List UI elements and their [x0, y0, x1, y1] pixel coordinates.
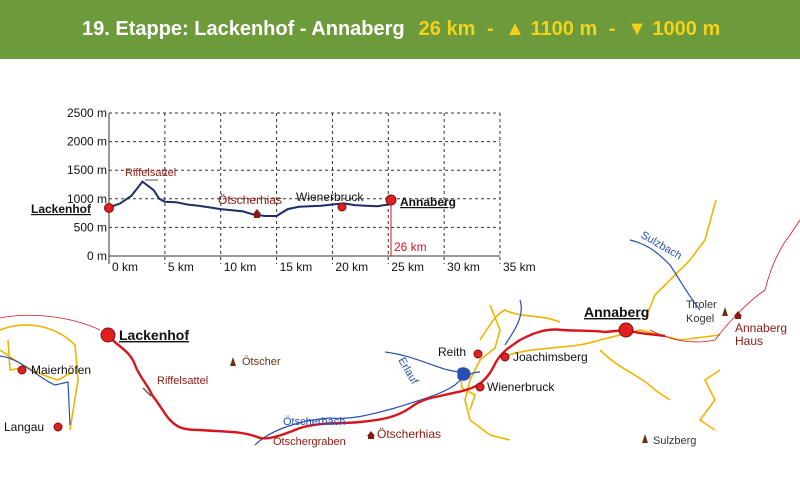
road: [479, 309, 561, 341]
separator: -: [608, 18, 616, 40]
label-riffelsattel: Riffelsattel: [157, 375, 208, 387]
label-lackenhof: Lackenhof: [119, 327, 189, 343]
label-tiroler-line1: Tiroler: [686, 299, 717, 311]
x-tick-label: 20 km: [335, 260, 368, 274]
x-tick-label: 25 km: [391, 260, 424, 274]
river-oetscherbach: [254, 371, 481, 446]
town-reith: [473, 349, 483, 359]
town-annaberg: [618, 322, 634, 338]
x-tick-label: 10 km: [224, 260, 257, 274]
profile-grid: [108, 112, 501, 264]
route-map: Lackenhof Annaberg Maierhöfen Langau Rei…: [0, 199, 800, 448]
hut-icon: [253, 209, 261, 218]
hut-icon: [367, 431, 375, 439]
hut-icon: [734, 311, 742, 319]
peak-icon: [230, 357, 236, 366]
profile-end-point: [385, 194, 397, 206]
label-oetscherbach: Ötscherbach: [283, 416, 345, 428]
hiking-route: [107, 328, 666, 440]
town-joachimsberg: [500, 352, 510, 362]
ascent-value: 1100 m: [530, 18, 598, 40]
road: [698, 369, 721, 431]
y-tick-label: 1500 m: [67, 163, 107, 177]
stage-stats: 26 km - ▲ 1100 m - ▼ 1000 m: [419, 18, 721, 41]
y-tick-label: 1000 m: [67, 192, 107, 206]
town-langau: [53, 422, 63, 432]
y-tick-label: 500 m: [74, 220, 107, 234]
y-tick-label: 2500 m: [67, 106, 107, 120]
x-tick-label: 15 km: [280, 260, 313, 274]
peak-icon: [642, 434, 648, 443]
profile-y-axis: 2500 m 2000 m 1500 m 1000 m 500 m 0 m: [67, 106, 107, 263]
road: [7, 339, 23, 371]
pass-icon: [142, 387, 152, 397]
road: [504, 329, 721, 357]
stage-title: 19. Etappe: Lackenhof - Annaberg: [82, 18, 405, 40]
lake-erlaufsee: [457, 367, 471, 381]
label-oetschergraben: Ötschergraben: [273, 436, 346, 448]
x-tick-label: 5 km: [168, 260, 194, 274]
rivers: [0, 239, 701, 446]
road: [464, 304, 511, 441]
river-maierhoefen: [0, 355, 71, 426]
label-maierhoefen: Maierhöfen: [31, 363, 91, 377]
end-distance-label: 26 km: [394, 240, 427, 254]
descent-icon: ▼: [627, 18, 647, 40]
profile-riffelsattel-label: Riffelsattel: [125, 167, 176, 179]
profile-start-point: [104, 203, 114, 213]
town-lackenhof: [100, 327, 116, 343]
river-upper: [504, 299, 522, 346]
label-joachimsberg: Joachimsberg: [513, 350, 588, 364]
label-annaberg: Annaberg: [584, 304, 649, 320]
profile-end-label: Annaberg: [400, 195, 456, 209]
label-oetscher: Ötscher: [242, 356, 281, 368]
elevation-profile: 2500 m 2000 m 1500 m 1000 m 500 m 0 m 0 km 5 k…: [31, 106, 536, 274]
ascent-icon: ▲: [505, 18, 525, 40]
town-maierhoefen: [17, 365, 27, 375]
peak-icon: [722, 307, 728, 316]
label-sulzberg: Sulzberg: [653, 435, 696, 447]
label-erlauf: Erlauf: [395, 356, 420, 388]
label-wienerbruck: Wienerbruck: [487, 380, 555, 394]
label-oetscherhias: Ötscherhias: [377, 427, 441, 441]
y-tick-label: 2000 m: [67, 135, 107, 149]
label-reith: Reith: [438, 345, 466, 359]
profile-start-label: Lackenhof: [31, 202, 92, 216]
road: [599, 349, 671, 401]
profile-oetscherhias-label: Ötscherhias: [218, 193, 282, 207]
x-tick-label: 35 km: [503, 260, 536, 274]
title-bar: 19. Etappe: Lackenhof - Annaberg 26 km -…: [0, 0, 800, 59]
road: [0, 324, 79, 431]
river-erlauf: [384, 351, 459, 373]
x-tick-label: 0 km: [112, 260, 138, 274]
profile-wienerbruck-point: [337, 202, 347, 212]
district-border: [0, 219, 800, 343]
road: [644, 199, 717, 321]
x-tick-label: 30 km: [447, 260, 480, 274]
y-tick-label: 0 m: [87, 249, 107, 263]
profile-wienerbruck-label: Wienerbruck: [296, 190, 364, 204]
label-tiroler-line2: Kogel: [686, 313, 714, 325]
town-wienerbruck: [475, 382, 485, 392]
roads: [0, 199, 721, 441]
profile-x-axis: 0 km 5 km 10 km 15 km 20 km 25 km 30 km 35 km: [112, 260, 536, 274]
label-annaberg-haus-line1: Annaberg: [735, 321, 787, 335]
descent-value: 1000 m: [652, 18, 721, 40]
label-langau: Langau: [4, 420, 44, 434]
distance-value: 26 km: [418, 18, 476, 40]
river-sulzbach: [629, 239, 701, 311]
separator: -: [486, 18, 494, 40]
label-annaberg-haus-line2: Haus: [735, 334, 763, 348]
